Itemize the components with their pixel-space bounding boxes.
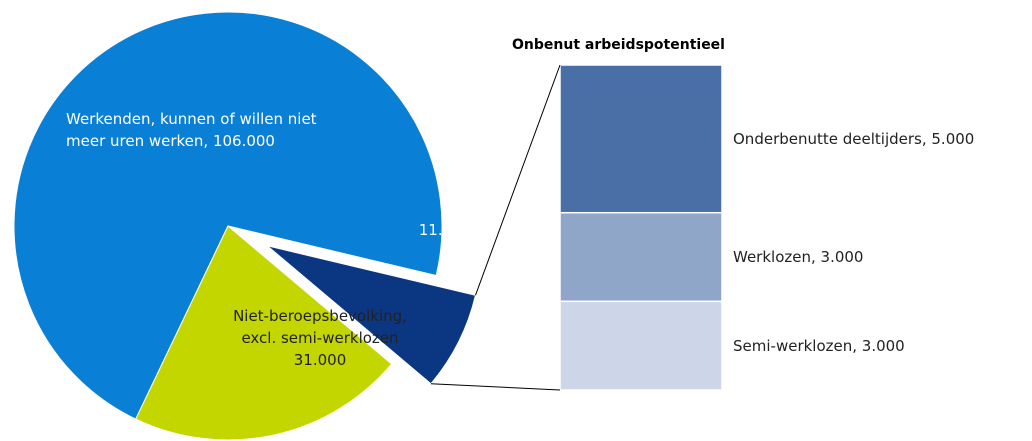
segment-label: Semi-werklozen, 3.000	[733, 336, 905, 355]
segment-label: Werklozen, 3.000	[733, 248, 864, 267]
bar-title: Onbenut arbeidspotentieel	[512, 37, 725, 53]
bar-segment	[559, 64, 723, 214]
pie-slice	[13, 11, 443, 420]
pie-slice	[266, 245, 477, 385]
slice-label: Werkenden, kunnen of willen niet meer ur…	[66, 110, 317, 150]
connector	[430, 383, 561, 391]
slice-label: Niet-beroepsbevolking, excl. semi-werklo…	[233, 307, 407, 369]
pie-slice	[135, 225, 393, 441]
bar-segment	[559, 211, 723, 303]
slice-label: 11.000	[418, 221, 472, 239]
connector	[475, 64, 561, 296]
segment-label: Onderbenutte deeltijders, 5.000	[733, 129, 975, 148]
bar-segment	[559, 300, 723, 391]
